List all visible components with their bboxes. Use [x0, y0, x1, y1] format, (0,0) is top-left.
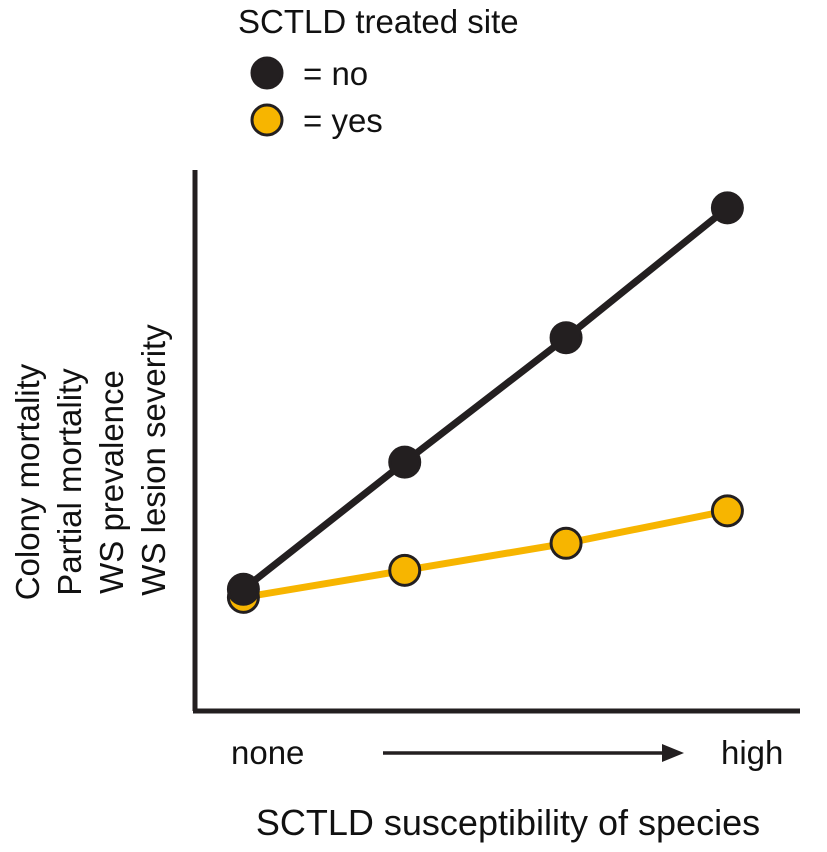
y-label-line-4: WS lesion severity — [135, 324, 172, 596]
legend-label-no: = no — [303, 55, 368, 92]
legend: SCTLD treated site = no = yes — [238, 3, 519, 139]
x-tick-label-none: none — [231, 734, 304, 771]
y-label-line-3: WS prevalence — [93, 370, 130, 594]
data-point-no-2 — [549, 321, 583, 355]
legend-label-yes: = yes — [303, 102, 383, 139]
x-axis-title: SCTLD susceptibility of species — [256, 802, 760, 843]
y-label-line-1: Colony mortality — [9, 363, 46, 600]
data-point-yes-1 — [388, 553, 422, 587]
legend-marker-no — [250, 56, 284, 90]
data-point-no-0 — [226, 572, 260, 606]
x-tick-label-high: high — [721, 734, 783, 771]
plot-area — [226, 191, 744, 614]
y-axis-label: Colony mortality Partial mortality WS pr… — [9, 324, 172, 600]
data-point-no-3 — [710, 191, 744, 225]
legend-marker-yes — [250, 103, 284, 137]
series-line-no — [241, 205, 730, 593]
y-label-line-2: Partial mortality — [51, 368, 88, 596]
data-point-no-1 — [388, 445, 422, 479]
x-axis-ticks: none high — [231, 734, 783, 771]
axes — [192, 170, 800, 714]
data-point-yes-3 — [710, 494, 744, 528]
series-line-yes — [242, 507, 729, 601]
x-direction-arrow-head — [662, 744, 684, 762]
data-point-yes-2 — [549, 526, 583, 560]
legend-title: SCTLD treated site — [238, 3, 519, 40]
